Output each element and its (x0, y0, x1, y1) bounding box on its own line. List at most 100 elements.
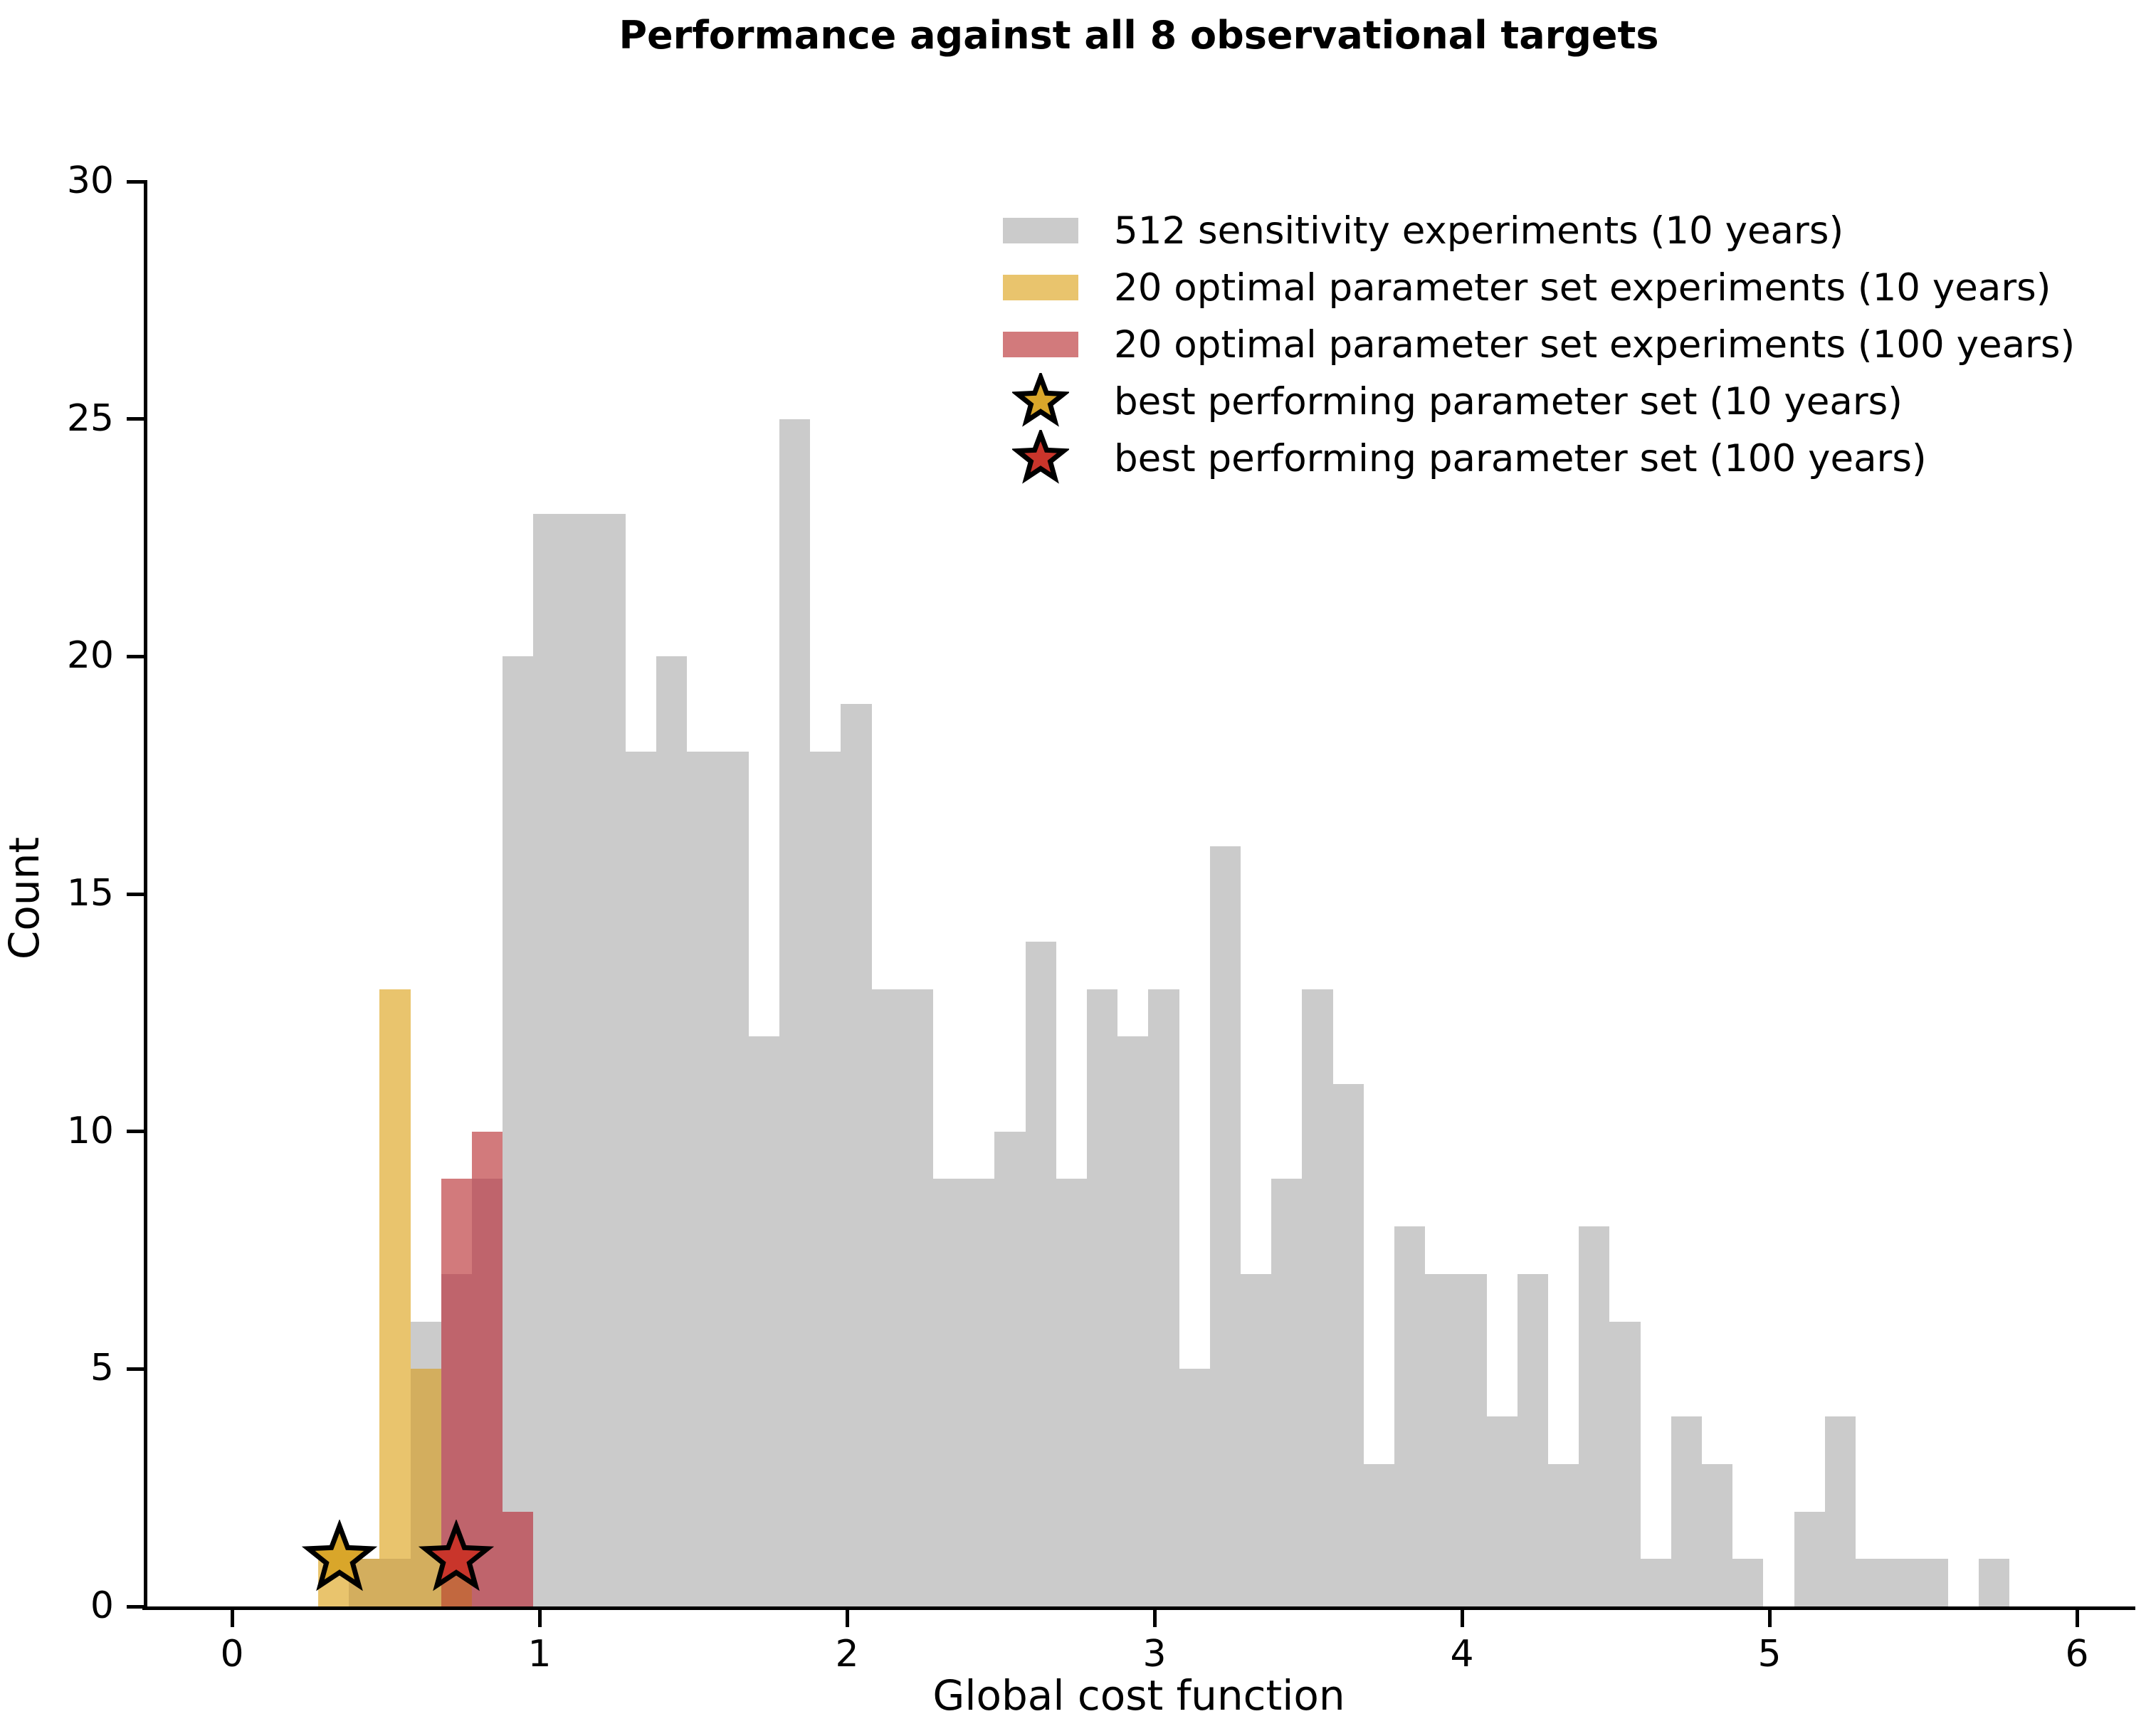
x-tick (1460, 1610, 1464, 1627)
x-tick-label: 5 (1757, 1633, 1782, 1675)
histogram-bar-segment (594, 514, 626, 1606)
histogram-bar-segment (1425, 1273, 1456, 1606)
histogram-bar-segment (1363, 1463, 1394, 1606)
legend-item: 512 sensitivity experiments (10 years) (1003, 202, 2075, 259)
y-tick (127, 179, 144, 184)
legend-swatch-icon (1003, 275, 1078, 300)
histogram-bar-segment (1302, 989, 1333, 1606)
y-tick-label: 25 (66, 396, 114, 440)
star-icon (419, 1520, 495, 1592)
x-tick (1767, 1610, 1772, 1627)
star-icon (1012, 373, 1069, 427)
histogram-bar-segment (441, 1273, 472, 1559)
histogram-bar-segment (1978, 1559, 2009, 1606)
histogram-bar-segment (625, 751, 657, 1606)
histogram-bar-segment (871, 989, 903, 1606)
histogram-bar-segment (503, 656, 534, 1512)
legend-label: 512 sensitivity experiments (10 years) (1114, 209, 1844, 253)
y-tick-label: 10 (66, 1109, 114, 1152)
x-tick (845, 1610, 849, 1627)
y-tick (127, 654, 144, 658)
x-axis (142, 1606, 2135, 1610)
histogram-bar-segment (1886, 1559, 1918, 1606)
x-tick (537, 1610, 542, 1627)
x-tick-label: 1 (527, 1633, 552, 1675)
legend-item: best performing parameter set (100 years… (1003, 430, 2075, 487)
histogram-bar-segment (1794, 1511, 1825, 1606)
histogram-bar-segment (410, 1369, 441, 1606)
histogram-bar-segment (1824, 1416, 1856, 1606)
y-axis (144, 180, 147, 1610)
histogram-bar-segment (441, 1179, 472, 1274)
star-icon (1012, 430, 1069, 484)
histogram-bar-segment (1671, 1416, 1702, 1606)
histogram-bar-segment (1240, 1273, 1272, 1606)
histogram-bar-segment (994, 1131, 1026, 1606)
x-tick-label: 2 (835, 1633, 859, 1675)
histogram-bar-segment (964, 1179, 995, 1606)
legend-star-box (1003, 373, 1078, 428)
y-tick-label: 0 (90, 1584, 114, 1627)
histogram-bar-segment (1486, 1416, 1518, 1606)
histogram-bar-segment (1547, 1463, 1579, 1606)
histogram-bar-segment (1855, 1559, 1887, 1606)
histogram-bar-segment (1732, 1559, 1764, 1606)
histogram-bar-segment (1579, 1226, 1610, 1606)
histogram-bar-segment (1025, 941, 1056, 1606)
histogram-bar-segment (1456, 1273, 1487, 1606)
histogram-bar-segment (379, 989, 411, 1559)
legend-item: 20 optimal parameter set experiments (10… (1003, 259, 2075, 316)
histogram-bar-segment (1117, 1036, 1149, 1606)
x-tick-label: 0 (220, 1633, 244, 1675)
histogram-bar-segment (1609, 1321, 1641, 1606)
x-tick (1152, 1610, 1157, 1627)
best-parameter-star-marker (417, 1520, 495, 1598)
legend-label: best performing parameter set (100 years… (1114, 436, 1927, 480)
histogram-bar-segment (1917, 1559, 1948, 1606)
y-tick (127, 417, 144, 421)
histogram-bar-segment (932, 1179, 964, 1606)
x-tick-label: 6 (2065, 1633, 2089, 1675)
best-parameter-star-marker (300, 1520, 379, 1598)
histogram-bar-segment (1332, 1083, 1364, 1606)
histogram-bar-segment (748, 1036, 779, 1606)
histogram-bar-segment (564, 514, 595, 1606)
y-tick (127, 1130, 144, 1134)
histogram-bar-segment (810, 751, 841, 1606)
chart-title: Performance against all 8 observational … (619, 13, 1659, 58)
histogram-bar-segment (471, 1179, 503, 1606)
histogram-bar-segment (1394, 1226, 1426, 1606)
legend-label: best performing parameter set (10 years) (1114, 379, 1903, 424)
x-tick (230, 1610, 234, 1627)
legend-label: 20 optimal parameter set experiments (10… (1114, 265, 2051, 310)
histogram-bar-segment (1209, 846, 1241, 1606)
legend-label: 20 optimal parameter set experiments (10… (1114, 322, 2076, 367)
legend-item: best performing parameter set (10 years) (1003, 373, 2075, 430)
histogram-bar-segment (1517, 1273, 1548, 1606)
x-tick-label: 4 (1450, 1633, 1474, 1675)
histogram-bar-segment (1148, 989, 1179, 1606)
histogram-bar-segment (841, 704, 872, 1606)
histogram-bar-segment (533, 514, 564, 1606)
legend-star-box (1003, 430, 1078, 485)
histogram-bar-segment (1179, 1369, 1210, 1606)
x-axis-label: Global cost function (932, 1671, 1345, 1720)
histogram-bar-segment (717, 751, 749, 1606)
star-icon (302, 1520, 378, 1592)
legend-swatch-icon (1003, 332, 1078, 357)
y-tick-label: 30 (66, 159, 114, 203)
y-tick (127, 1367, 144, 1371)
histogram-bar-segment (379, 1559, 411, 1606)
histogram-bar-segment (656, 656, 688, 1606)
x-tick-label: 3 (1142, 1633, 1167, 1675)
histogram-bar-segment (410, 1321, 441, 1369)
y-tick-label: 15 (66, 872, 114, 915)
x-tick (2075, 1610, 2079, 1627)
legend-item: 20 optimal parameter set experiments (10… (1003, 316, 2075, 373)
y-tick (127, 1604, 144, 1609)
histogram-bar-segment (687, 751, 718, 1606)
histogram-bar-segment (471, 1131, 503, 1179)
legend: 512 sensitivity experiments (10 years) 20… (1003, 202, 2075, 487)
histogram-bar-segment (902, 989, 933, 1606)
